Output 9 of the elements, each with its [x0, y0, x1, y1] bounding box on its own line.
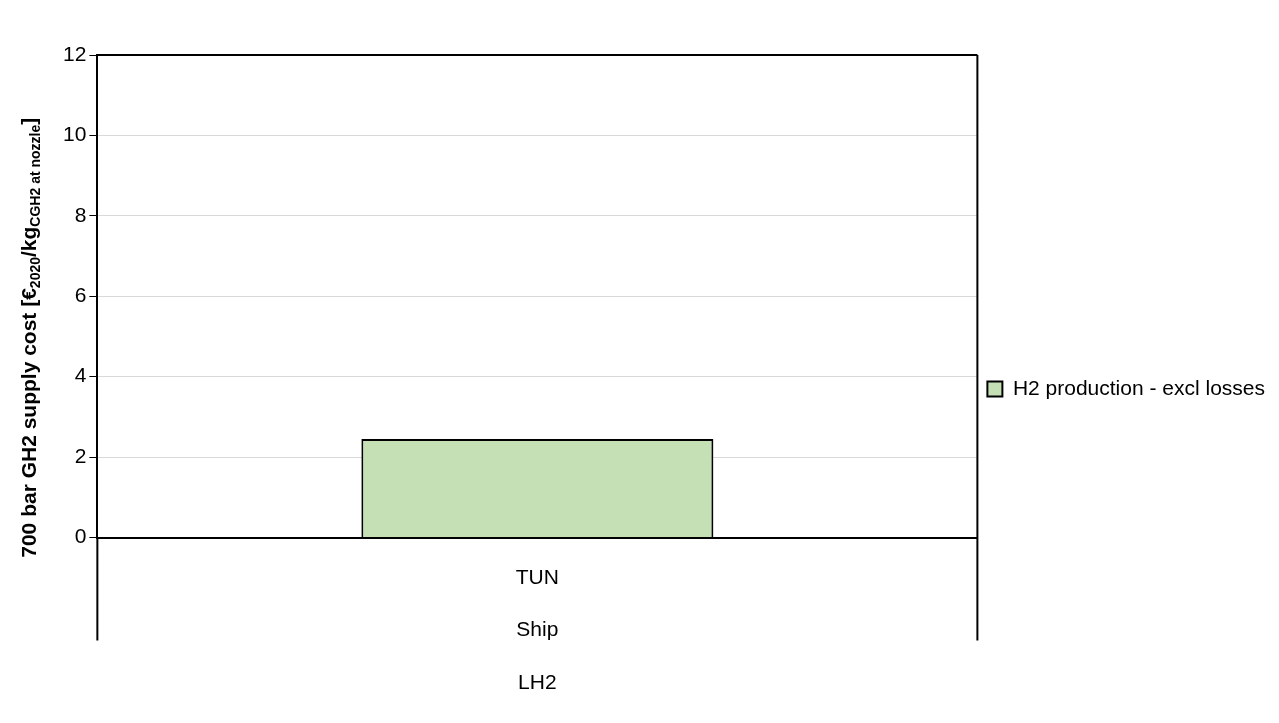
y-tick-label: 4 [74, 363, 87, 387]
y-tick-label: 2 [74, 443, 87, 467]
category-label: TUN Ship LH2 [515, 564, 559, 693]
y-tick-label: 10 [63, 122, 87, 146]
legend-label: H2 production - excl losses [1012, 375, 1266, 399]
y-tick-label: 6 [74, 283, 87, 307]
y-tick-label: 8 [74, 202, 87, 226]
y-tick-label: 0 [74, 524, 87, 548]
y-tick-label: 12 [63, 41, 87, 65]
